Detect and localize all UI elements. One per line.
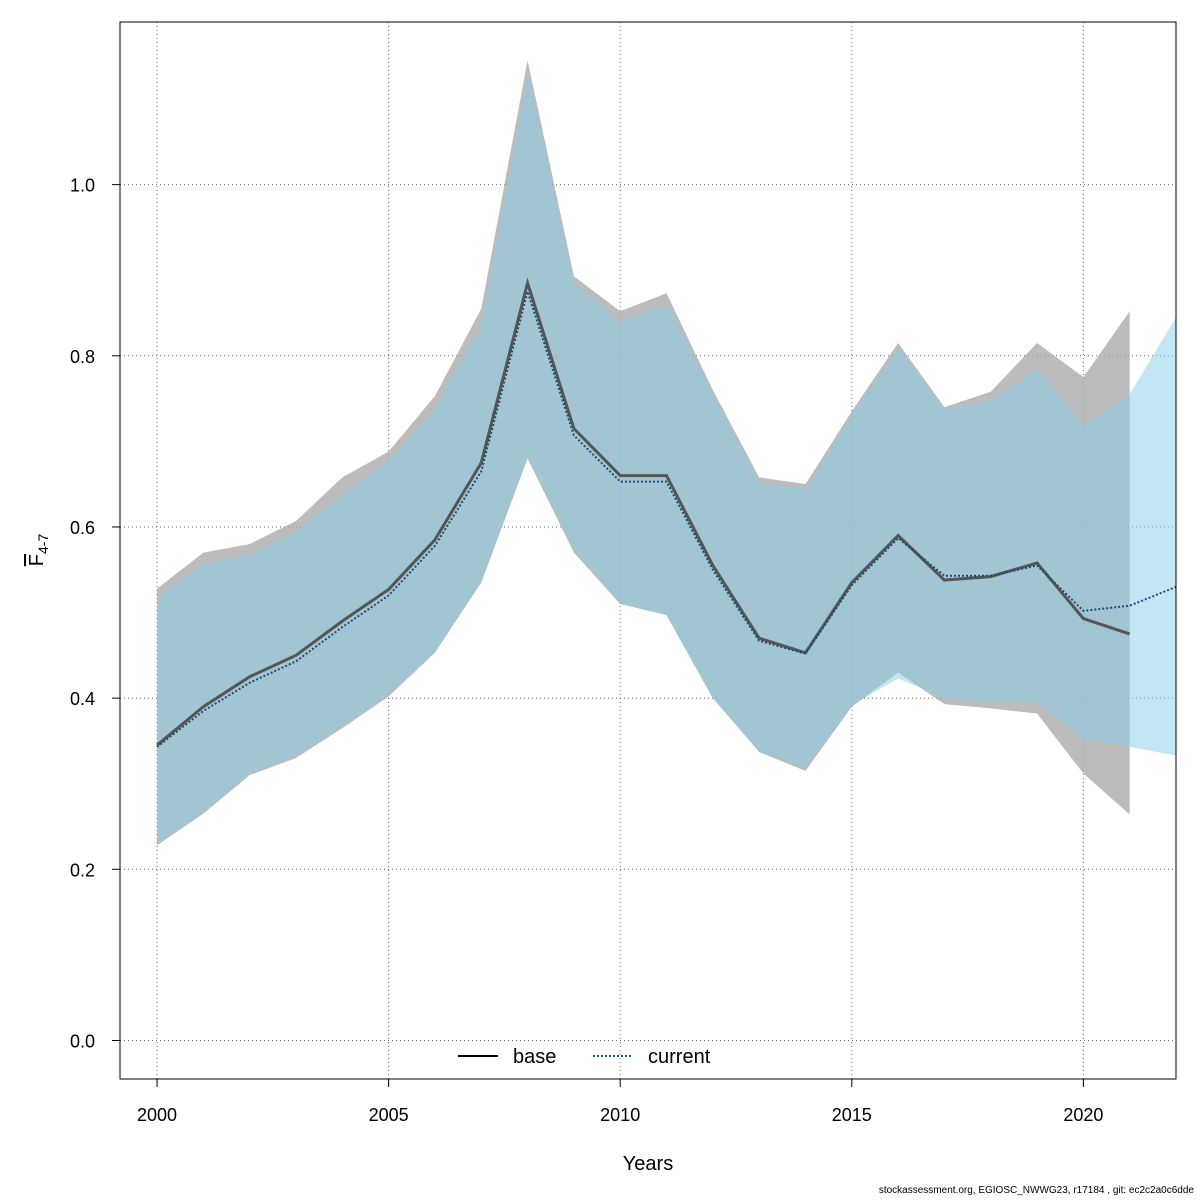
- line-current: [156, 288, 1176, 748]
- legend-label-current: current: [648, 1046, 711, 1068]
- series-lines: [156, 277, 1176, 748]
- x-tick-label-2005: 2005: [369, 1105, 409, 1125]
- x-axis: 2000 2005 2010 2015 2020: [137, 1079, 1103, 1125]
- legend-label-base: base: [513, 1046, 556, 1068]
- svg-text:F4-7: F4-7: [26, 534, 51, 567]
- y-tick-label-4: 0.8: [70, 347, 95, 367]
- x-tick-label-2000: 2000: [137, 1105, 177, 1125]
- x-tick-label-2010: 2010: [600, 1105, 640, 1125]
- line-base: [156, 277, 1131, 747]
- y-axis-title-subscript: 4-7: [35, 534, 51, 554]
- x-tick-label-2020: 2020: [1063, 1105, 1103, 1125]
- y-axis-title-main: F: [26, 554, 48, 566]
- y-tick-label-5: 1.0: [70, 176, 95, 196]
- x-axis-title: Years: [623, 1153, 673, 1175]
- y-tick-label-0: 0.0: [70, 1031, 95, 1051]
- y-tick-label-2: 0.4: [70, 689, 95, 709]
- y-tick-label-1: 0.2: [70, 860, 95, 880]
- legend: base current: [458, 1046, 711, 1068]
- x-tick-label-2015: 2015: [832, 1105, 872, 1125]
- y-tick-label-3: 0.6: [70, 518, 95, 538]
- y-axis: 0.0 0.2 0.4 0.6 0.8 1.0: [70, 176, 120, 1051]
- band-current: [157, 73, 1176, 844]
- footer-credit: stockassessment.org, EGIOSC_NWWG23, r171…: [878, 1185, 1194, 1196]
- plot-frame: [119, 21, 1177, 1080]
- y-axis-title: F4-7: [26, 534, 51, 567]
- confidence-bands: [157, 60, 1176, 846]
